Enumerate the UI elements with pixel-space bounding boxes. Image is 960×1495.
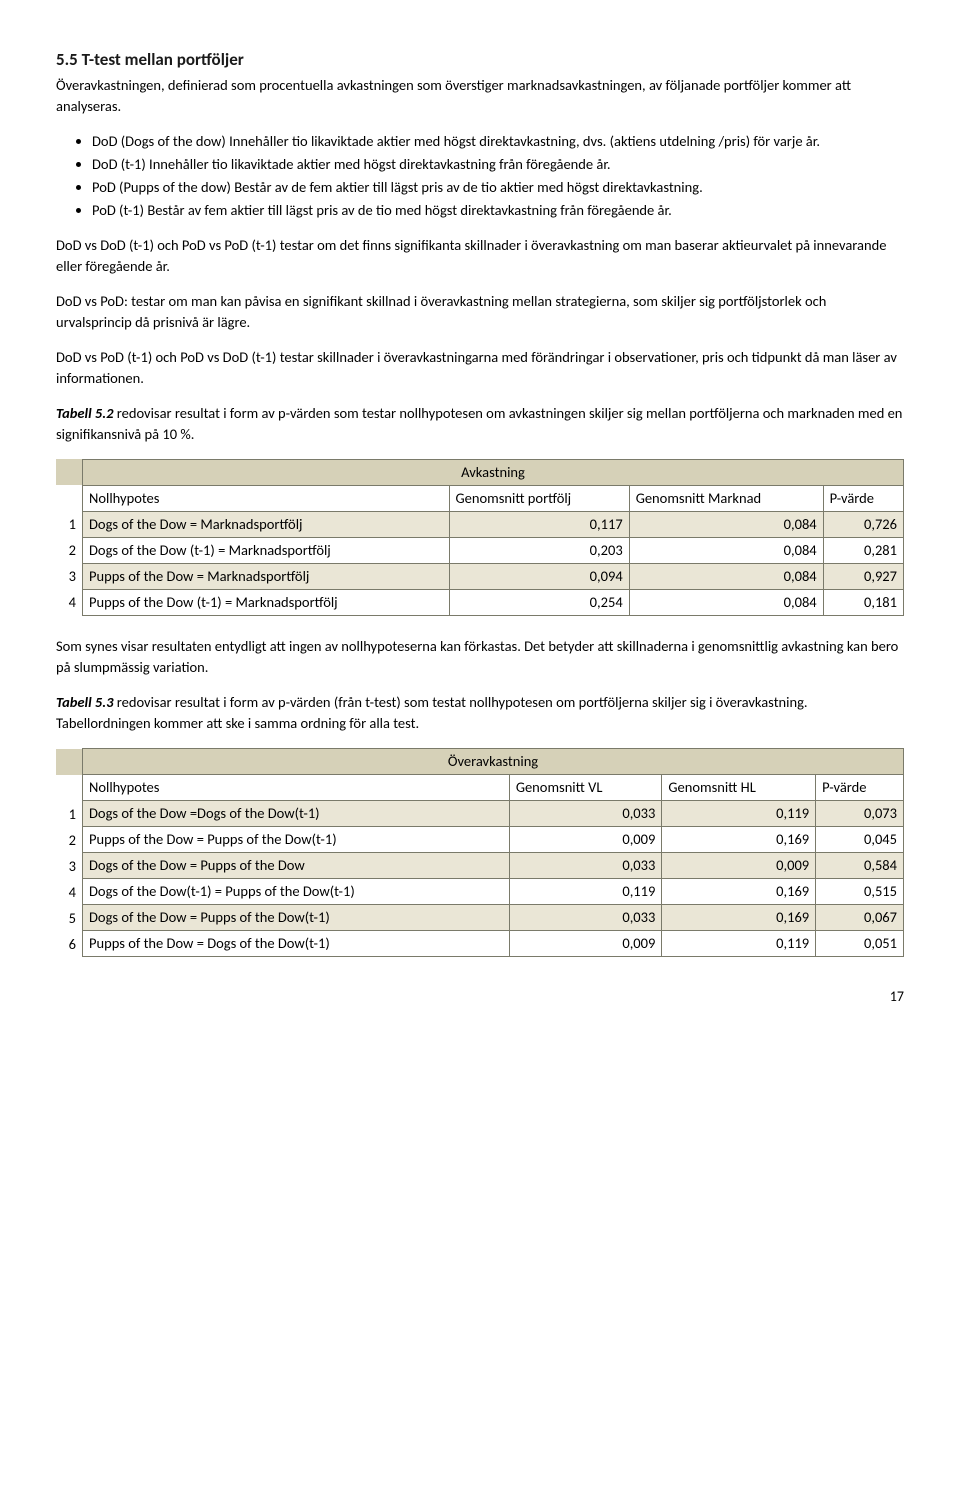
cell: 0,033 xyxy=(509,853,662,879)
row-number: 6 xyxy=(56,931,83,957)
row-number: 2 xyxy=(56,827,83,853)
cell: Pupps of the Dow = Pupps of the Dow(t-1) xyxy=(83,827,510,853)
intro-paragraph: Överavkastningen, definierad som procent… xyxy=(56,75,904,117)
col-header: Genomsnitt VL xyxy=(509,775,662,801)
mid-paragraph: Som synes visar resultaten entydligt att… xyxy=(56,636,904,678)
cell: 0,084 xyxy=(629,511,823,537)
table-53-overavkastning: Överavkastning Nollhypotes Genomsnitt VL… xyxy=(56,748,904,957)
table-52-avkastning: Avkastning Nollhypotes Genomsnitt portfö… xyxy=(56,459,904,616)
row-number: 5 xyxy=(56,905,83,931)
cell: 0,051 xyxy=(816,931,904,957)
cell: 0,515 xyxy=(816,879,904,905)
table52-title: Avkastning xyxy=(83,459,904,485)
table53-label: Tabell 5.3 xyxy=(56,693,114,711)
cell: 0,584 xyxy=(816,853,904,879)
cell: 0,009 xyxy=(509,827,662,853)
col-header: P-värde xyxy=(823,485,903,511)
cell: 0,169 xyxy=(662,827,816,853)
cell: Dogs of the Dow = Pupps of the Dow xyxy=(83,853,510,879)
cell: 0,726 xyxy=(823,511,903,537)
row-number: 3 xyxy=(56,853,83,879)
row-number: 1 xyxy=(56,511,83,537)
cell: 0,927 xyxy=(823,563,903,589)
list-item: DoD (Dogs of the dow) Innehåller tio lik… xyxy=(92,131,904,152)
definition-list: DoD (Dogs of the dow) Innehåller tio lik… xyxy=(56,131,904,221)
cell: 0,117 xyxy=(449,511,629,537)
cell: 0,203 xyxy=(449,537,629,563)
cell: 0,009 xyxy=(662,853,816,879)
cell: 0,119 xyxy=(509,879,662,905)
row-number: 2 xyxy=(56,537,83,563)
cell: 0,009 xyxy=(509,931,662,957)
cell: Dogs of the Dow =Dogs of the Dow(t-1) xyxy=(83,801,510,827)
cell: Dogs of the Dow = Marknadsportfölj xyxy=(83,511,450,537)
col-header: Genomsnitt portfölj xyxy=(449,485,629,511)
cell: 0,169 xyxy=(662,905,816,931)
paragraph: DoD vs PoD: testar om man kan påvisa en … xyxy=(56,291,904,333)
cell: 0,119 xyxy=(662,801,816,827)
cell: 0,181 xyxy=(823,589,903,615)
list-item: PoD (t-1) Består av fem aktier till lägs… xyxy=(92,200,904,221)
cell: 0,084 xyxy=(629,537,823,563)
list-item: PoD (Pupps of the dow) Består av de fem … xyxy=(92,177,904,198)
cell: Dogs of the Dow = Pupps of the Dow(t-1) xyxy=(83,905,510,931)
table52-intro: Tabell 5.2 redovisar resultat i form av … xyxy=(56,403,904,445)
col-header: Nollhypotes xyxy=(83,775,510,801)
paragraph: DoD vs DoD (t-1) och PoD vs PoD (t-1) te… xyxy=(56,235,904,277)
cell: Pupps of the Dow = Dogs of the Dow(t-1) xyxy=(83,931,510,957)
cell: 0,067 xyxy=(816,905,904,931)
col-header: P-värde xyxy=(816,775,904,801)
paragraph: DoD vs PoD (t-1) och PoD vs DoD (t-1) te… xyxy=(56,347,904,389)
col-header: Nollhypotes xyxy=(83,485,450,511)
table52-label: Tabell 5.2 xyxy=(56,404,114,422)
cell: 0,281 xyxy=(823,537,903,563)
page-number: 17 xyxy=(56,987,904,1007)
row-number: 1 xyxy=(56,801,83,827)
cell: 0,169 xyxy=(662,879,816,905)
table53-intro: Tabell 5.3 redovisar resultat i form av … xyxy=(56,692,904,734)
cell: 0,084 xyxy=(629,563,823,589)
table52-intro-rest: redovisar resultat i form av p-värden so… xyxy=(56,404,902,443)
section-heading: 5.5 T-test mellan portföljer xyxy=(56,48,904,73)
cell: 0,045 xyxy=(816,827,904,853)
cell: Pupps of the Dow (t-1) = Marknadsportföl… xyxy=(83,589,450,615)
cell: Dogs of the Dow (t-1) = Marknadsportfölj xyxy=(83,537,450,563)
cell: Dogs of the Dow(t-1) = Pupps of the Dow(… xyxy=(83,879,510,905)
col-header: Genomsnitt HL xyxy=(662,775,816,801)
row-number: 3 xyxy=(56,563,83,589)
cell: 0,033 xyxy=(509,905,662,931)
cell: 0,094 xyxy=(449,563,629,589)
col-header: Genomsnitt Marknad xyxy=(629,485,823,511)
cell: 0,033 xyxy=(509,801,662,827)
table53-intro-rest: redovisar resultat i form av p-värden (f… xyxy=(56,693,808,732)
list-item: DoD (t-1) Innehåller tio likaviktade akt… xyxy=(92,154,904,175)
row-number: 4 xyxy=(56,589,83,615)
cell: Pupps of the Dow = Marknadsportfölj xyxy=(83,563,450,589)
cell: 0,084 xyxy=(629,589,823,615)
cell: 0,254 xyxy=(449,589,629,615)
row-number: 4 xyxy=(56,879,83,905)
cell: 0,073 xyxy=(816,801,904,827)
cell: 0,119 xyxy=(662,931,816,957)
table53-title: Överavkastning xyxy=(83,749,904,775)
